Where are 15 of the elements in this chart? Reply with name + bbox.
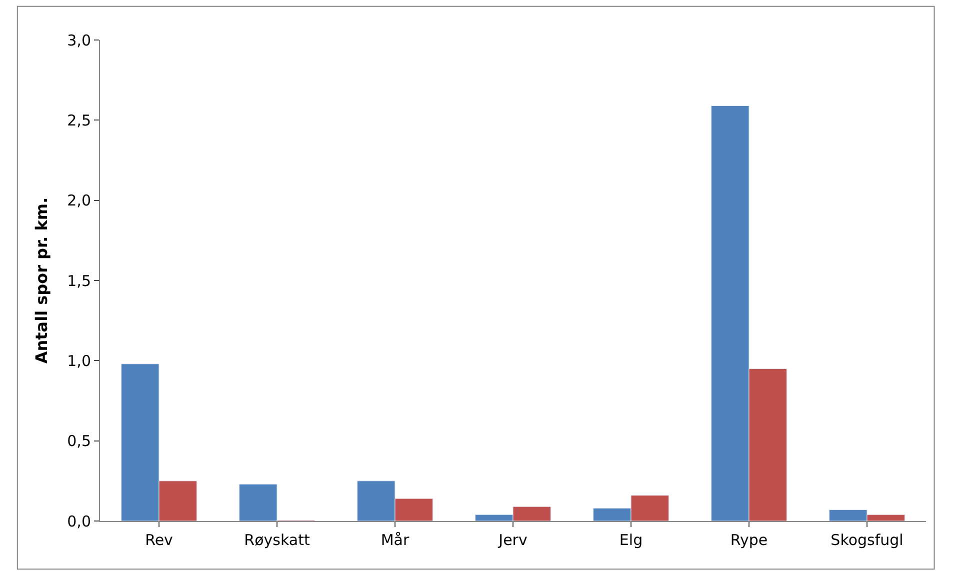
y-tick-label: 0,5 — [67, 432, 91, 450]
x-tick-label: Rype — [730, 531, 768, 549]
y-tick-label: 1,0 — [67, 352, 91, 370]
x-tick-label: Mår — [380, 531, 410, 549]
y-tick-label: 2,0 — [67, 192, 91, 210]
y-axis-title: Antall spor pr. km. — [32, 197, 52, 364]
y-tick-label: 3,0 — [67, 31, 91, 50]
x-tick-label: Skogsfugl — [830, 531, 904, 549]
x-tick-label: Rev — [145, 531, 174, 549]
x-tick-label: Røyskatt — [244, 531, 310, 549]
y-tick-label: 0,0 — [67, 512, 91, 530]
y-tick-label: 1,5 — [67, 272, 91, 290]
x-tick-label: Jerv — [498, 531, 528, 549]
y-tick-label: 2,5 — [67, 111, 91, 130]
x-tick-label: Elg — [619, 531, 643, 549]
